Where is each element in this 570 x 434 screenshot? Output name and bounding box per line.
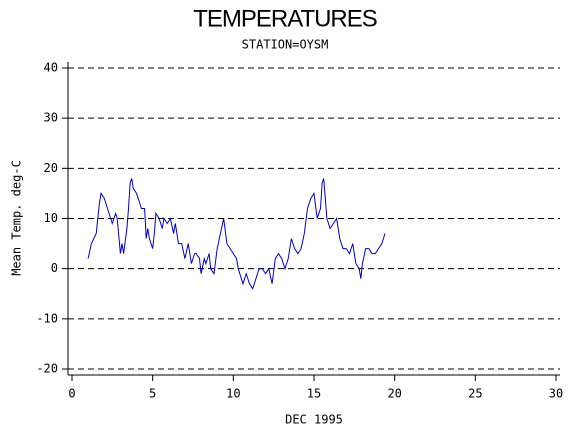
x-tick-label: 30: [549, 387, 563, 401]
x-tick-label: 20: [387, 387, 401, 401]
x-tick-label: 25: [468, 387, 482, 401]
x-tick-label: 10: [226, 387, 240, 401]
y-tick-label: 20: [44, 161, 58, 175]
y-axis-label: Mean Temp. deg-C: [10, 160, 24, 276]
chart-title: TEMPERATURES: [193, 5, 377, 32]
x-tick-label: 5: [149, 387, 156, 401]
chart-subtitle: STATION=OYSM: [242, 38, 329, 52]
y-tick-label: -10: [36, 311, 58, 325]
y-tick-label: -20: [36, 362, 58, 376]
x-tick-label: 0: [68, 387, 75, 401]
y-tick-label: 40: [44, 61, 58, 75]
y-tick-label: 30: [44, 111, 58, 125]
y-tick-label: 10: [44, 211, 58, 225]
y-tick-label: 0: [51, 261, 58, 275]
x-tick-label: 15: [307, 387, 321, 401]
x-axis-label: DEC 1995: [285, 413, 343, 427]
data-line: [87, 178, 386, 290]
